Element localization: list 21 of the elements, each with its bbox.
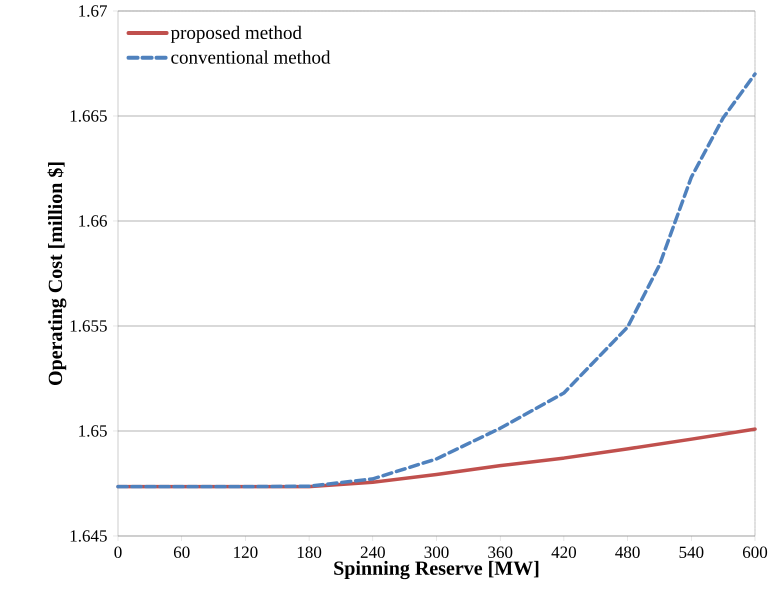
y-tick-label: 1.665 (70, 110, 107, 122)
y-tick-label: 1.65 (79, 425, 107, 437)
y-axis-title: Operating Cost [million $] (47, 162, 66, 386)
x-tick-label: 120 (234, 546, 258, 558)
x-tick-label: 420 (551, 546, 576, 558)
x-tick-label: 240 (360, 546, 385, 558)
y-tick-label: 1.66 (79, 215, 107, 227)
x-tick-label: 480 (615, 546, 640, 558)
legend-label: proposed method (170, 26, 302, 43)
y-tick-label: 1.67 (79, 5, 107, 17)
x-tick-label: 600 (742, 546, 768, 558)
x-tick-label: 300 (424, 546, 449, 558)
x-tick-label: 360 (488, 546, 512, 558)
x-tick-label: 0 (114, 546, 122, 558)
x-tick-label: 180 (298, 546, 322, 558)
y-tick-label: 1.655 (70, 320, 107, 332)
legend-label: conventional method (171, 50, 330, 64)
x-tick-label: 60 (174, 546, 190, 558)
y-tick-label: 1.645 (70, 530, 107, 542)
x-axis-title: Spinning Reserve [MW] (334, 560, 538, 580)
x-tick-label: 540 (680, 546, 704, 558)
